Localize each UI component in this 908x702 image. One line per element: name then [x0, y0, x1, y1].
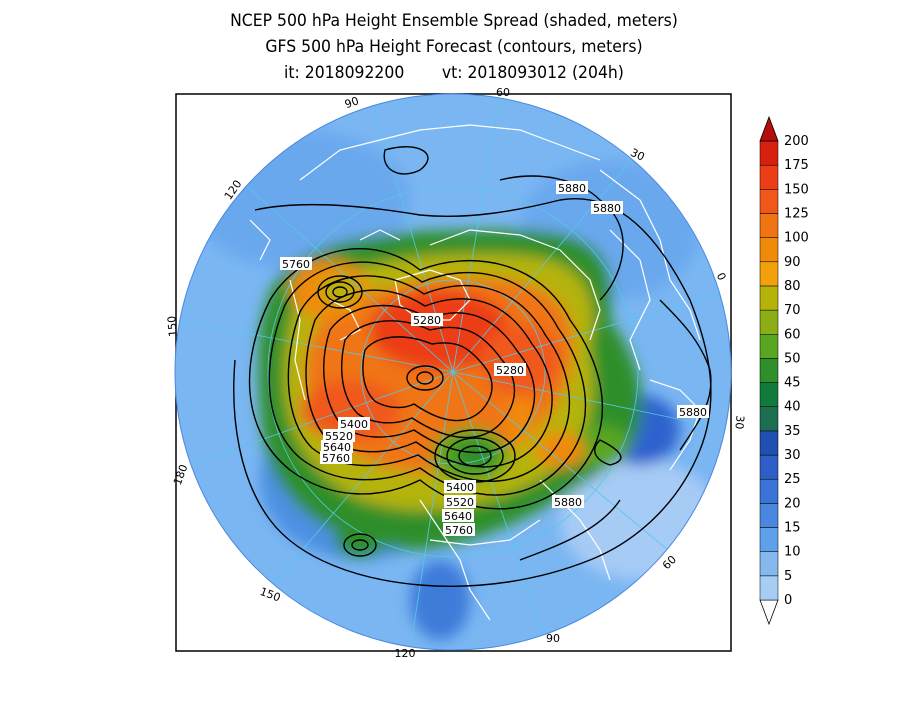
colorbar-swatch — [759, 164, 779, 190]
colorbar-tick-label: 0 — [784, 593, 792, 608]
colorbar-swatch — [759, 503, 779, 528]
contour-label: 5640 — [444, 510, 472, 523]
colorbar-tick-label: 90 — [784, 255, 801, 270]
contour-label-bg — [556, 181, 588, 194]
colorbar-tick-label: 60 — [784, 327, 801, 342]
colorbar-swatch — [759, 285, 779, 311]
valid-time: vt: 2018093012 (204h) — [441, 63, 624, 83]
contour-label: 5880 — [593, 202, 621, 215]
longitude-label: 0 — [714, 271, 729, 283]
colorbar-swatch — [759, 527, 779, 552]
contour-label: 5520 — [446, 496, 474, 509]
colorbar-swatch — [759, 213, 779, 238]
colorbar-swatch — [759, 237, 779, 263]
title-line-2: GFS 500 hPa Height Forecast (contours, m… — [265, 37, 643, 57]
contour-label-bg — [552, 495, 584, 508]
longitude-label: 60 — [496, 86, 510, 99]
contour-label-bg — [323, 429, 355, 442]
colorbar-tick-label: 80 — [784, 279, 801, 294]
colorbar-tick-label: 45 — [784, 376, 801, 391]
colorbar-tick-label: 15 — [784, 521, 801, 536]
colorbar-swatch — [759, 189, 779, 214]
contour-label: 5400 — [340, 418, 368, 431]
colorbar-tick-label: 5 — [784, 569, 792, 584]
colorbar-tick-label: 10 — [784, 545, 801, 560]
title-line-1: NCEP 500 hPa Height Ensemble Spread (sha… — [230, 11, 678, 31]
longitude-label: 150 — [165, 315, 180, 337]
contour-label-bg — [494, 363, 526, 376]
disk-outline — [174, 93, 732, 651]
contour-label: 5280 — [496, 364, 524, 377]
title-block: NCEP 500 hPa Height Ensemble Spread (sha… — [0, 8, 908, 86]
contour-label: 5520 — [325, 430, 353, 443]
colorbar-tick-label: 30 — [784, 448, 801, 463]
colorbar-swatch — [759, 551, 779, 577]
contour-labels: 5880588057605280528054005520564057605880… — [280, 181, 709, 537]
colorbar-swatch — [759, 334, 779, 359]
colorbar-tick-label: 150 — [784, 182, 809, 197]
longitude-label: 30 — [628, 146, 646, 164]
colorbar-tick-label: 200 — [784, 134, 809, 149]
colorbar-swatch — [759, 454, 779, 480]
colorbar-swatch — [759, 358, 779, 383]
contour-label-bg — [411, 313, 443, 326]
longitude-label: 30 — [732, 415, 746, 430]
colorbar-tick-label: 125 — [784, 206, 809, 221]
contour-label-bg — [443, 523, 475, 536]
contour-label-bg — [444, 480, 476, 493]
contour-label: 5880 — [558, 182, 586, 195]
colorbar-tick-label: 50 — [784, 351, 801, 366]
contour-label-bg — [320, 451, 352, 464]
contour-label: 5400 — [446, 481, 474, 494]
contour-label: 5880 — [554, 496, 582, 509]
contour-label: 5760 — [322, 452, 350, 465]
contour-label-bg — [280, 257, 312, 270]
colorbar-over-arrow — [759, 115, 779, 142]
colorbar-tick-label: 25 — [784, 472, 801, 487]
colorbar-tick-label: 100 — [784, 231, 809, 246]
colorbar-swatch — [759, 261, 779, 287]
contour-label-bg — [338, 417, 370, 430]
colorbar-swatch — [759, 309, 779, 335]
contour-label-bg — [321, 440, 353, 453]
colorbar-tick-label: 20 — [784, 496, 801, 511]
colorbar-swatch — [759, 140, 779, 166]
contour-label: 5280 — [413, 314, 441, 327]
longitude-label: 120 — [395, 647, 416, 660]
colorbar-swatch — [759, 430, 779, 456]
longitude-label: 90 — [343, 94, 361, 111]
init-time: it: 2018092200 — [284, 63, 405, 83]
colorbar-swatch — [759, 575, 779, 601]
colorbar-swatch — [759, 382, 779, 407]
colorbar-tick-label: 40 — [784, 400, 801, 415]
colorbar: 0 5 10 15 20 25 30 35 40 45 50 60 70 80 90 100 125 150 175… — [759, 115, 809, 626]
contour-label-bg — [591, 201, 623, 214]
colorbar-swatch — [759, 406, 779, 432]
colorbar-tick-label: 175 — [784, 158, 809, 173]
colorbar-tick-label: 70 — [784, 303, 801, 318]
colorbar-tick-label: 35 — [784, 424, 801, 439]
contour-label-bg — [677, 405, 709, 418]
coastlines — [249, 124, 701, 621]
spread-shading — [175, 94, 731, 650]
title-line-3: it: 2018092200 vt: 2018093012 (204h) — [36, 60, 871, 86]
longitude-label: 90 — [546, 632, 560, 645]
colorbar-under-arrow — [759, 599, 779, 626]
contour-label: 5760 — [282, 258, 310, 271]
contour-label: 5880 — [679, 406, 707, 419]
contour-label: 5640 — [323, 441, 351, 454]
contour-label-bg — [442, 509, 474, 522]
colorbar-swatch — [759, 478, 779, 504]
contour-label: 5760 — [445, 524, 473, 537]
contour-label-bg — [444, 495, 476, 508]
